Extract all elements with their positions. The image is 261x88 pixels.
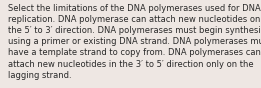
Text: Select the limitations of the DNA polymerases used for DNA
replication. DNA poly: Select the limitations of the DNA polyme… (8, 4, 261, 80)
